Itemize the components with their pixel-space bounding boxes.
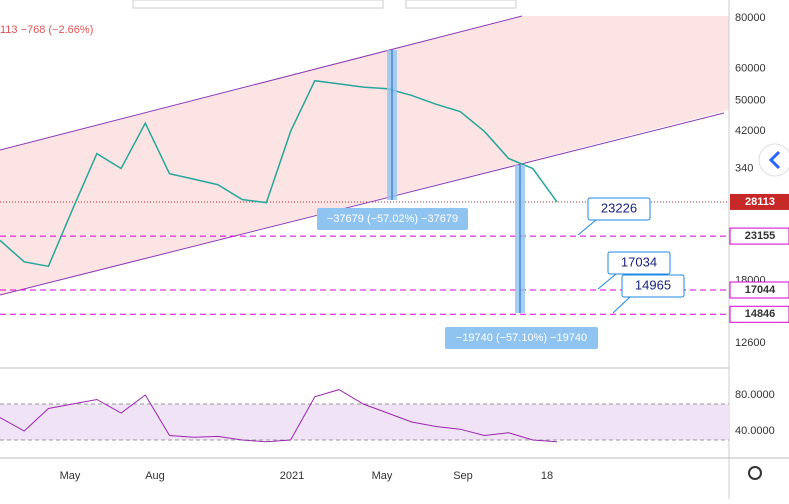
callout-label: 14965	[635, 277, 671, 292]
time-label: Aug	[145, 470, 165, 482]
rsi-line	[0, 389, 558, 443]
callout-pointer	[612, 296, 631, 314]
time-label: May	[60, 470, 81, 482]
toolbar-input[interactable]	[132, 0, 384, 9]
level-label: 14846	[745, 308, 776, 320]
time-label: 2021	[280, 470, 304, 482]
callout-box	[587, 197, 651, 221]
level-label: 23155	[745, 230, 776, 242]
price-tick-label: 60000	[735, 62, 766, 74]
callout-pointer	[577, 219, 597, 236]
channel-fill	[0, 16, 729, 295]
level-badge	[729, 305, 789, 323]
measure-label: −19740 (−57.10%) −19740	[456, 332, 587, 344]
measure-box	[317, 208, 468, 230]
time-label: May	[372, 470, 393, 482]
measure-label: −37679 (−57.02%) −37679	[327, 213, 458, 225]
rsi-tick-label: 40.0000	[735, 425, 775, 437]
level-badge	[729, 227, 789, 245]
time-label: 18	[541, 470, 553, 482]
quote: 113 −768 (−2.66%)	[0, 24, 93, 36]
time-label: Sep	[453, 470, 473, 482]
measure-box	[445, 327, 598, 349]
price-tick-label: 42000	[735, 125, 766, 137]
level-label: 17044	[745, 284, 776, 296]
callout-label: 17034	[621, 254, 657, 269]
price-tick-label: 50000	[735, 95, 766, 107]
price-tick-label: 80000	[735, 12, 766, 24]
scroll-button[interactable]	[758, 143, 789, 177]
channel-line	[0, 112, 725, 296]
settings-icon[interactable]	[748, 466, 762, 480]
last-price-label: 28113	[745, 196, 775, 208]
callout-box	[621, 274, 685, 298]
callout-label: 23226	[601, 200, 637, 215]
toolbar-input[interactable]	[405, 0, 517, 9]
price-tick-label: 12600	[735, 337, 766, 349]
rsi-tick-label: 80.0000	[735, 389, 775, 401]
price-tick-label: 340	[735, 162, 753, 174]
last-price-badge	[730, 193, 789, 210]
price-line	[0, 79, 558, 268]
callout-pointer	[597, 273, 617, 290]
rsi-band	[0, 404, 729, 440]
level-badge	[729, 281, 789, 299]
callout-box	[607, 251, 671, 275]
scroll-icon	[768, 150, 781, 170]
channel-line	[0, 15, 523, 151]
